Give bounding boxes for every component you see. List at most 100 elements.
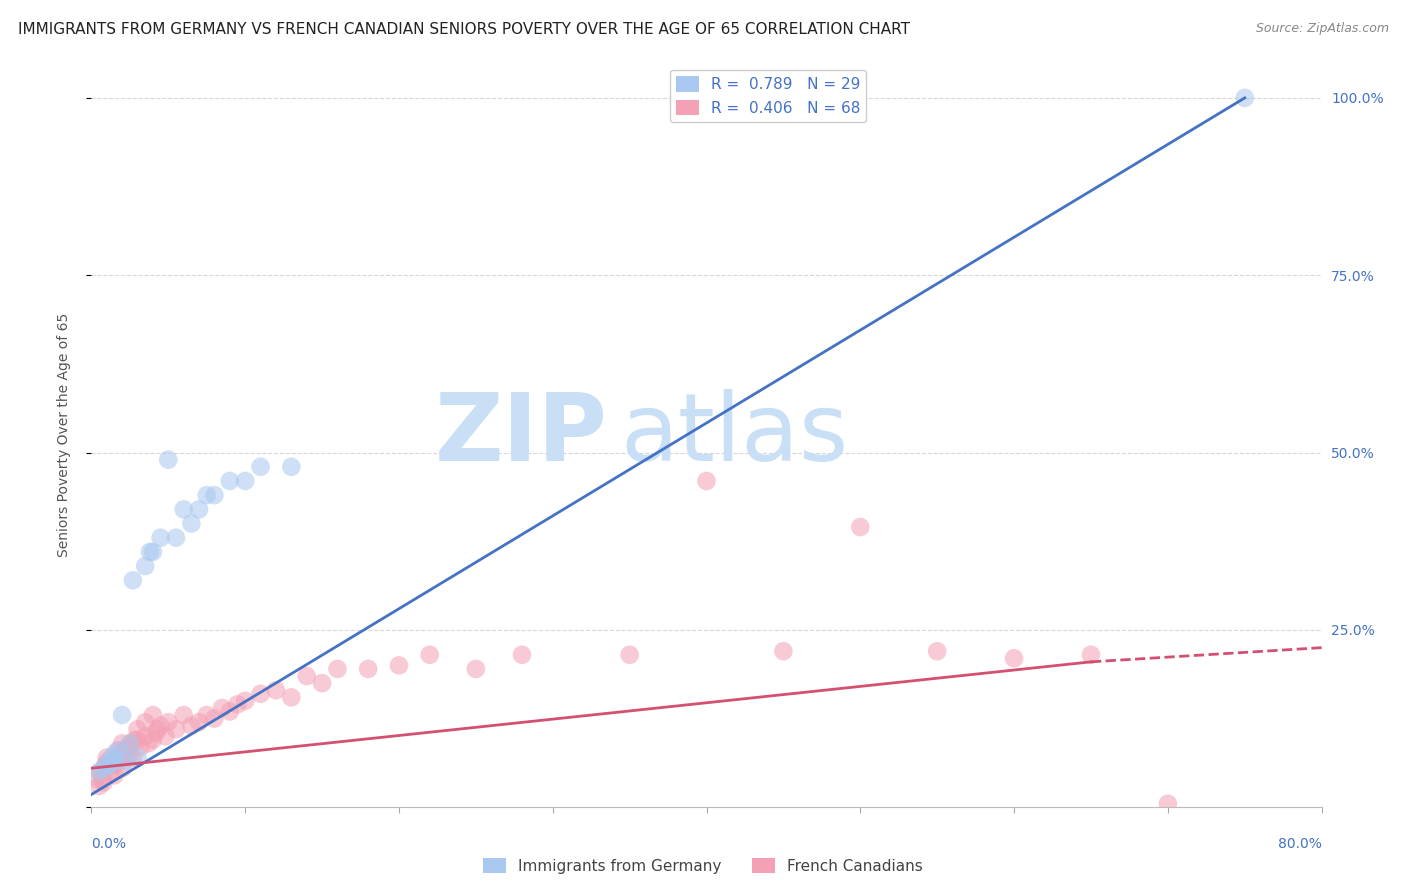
Point xyxy=(107,743,129,757)
Point xyxy=(218,705,240,719)
Point xyxy=(149,719,172,733)
Point xyxy=(103,754,125,768)
Point xyxy=(111,761,134,775)
Point xyxy=(96,757,118,772)
Point xyxy=(98,757,121,772)
Point xyxy=(249,459,271,474)
Point xyxy=(188,715,211,730)
Point xyxy=(295,669,318,683)
Point xyxy=(84,772,107,786)
Point xyxy=(157,715,180,730)
Point xyxy=(114,743,136,757)
Point xyxy=(218,474,240,488)
Point xyxy=(91,772,114,786)
Point xyxy=(1080,648,1102,662)
Point xyxy=(110,747,132,761)
Text: Source: ZipAtlas.com: Source: ZipAtlas.com xyxy=(1256,22,1389,36)
Point xyxy=(233,474,256,488)
Legend: Immigrants from Germany, French Canadians: Immigrants from Germany, French Canadian… xyxy=(477,852,929,880)
Text: 80.0%: 80.0% xyxy=(1278,837,1322,851)
Point xyxy=(180,719,202,733)
Point xyxy=(419,648,441,662)
Point xyxy=(326,662,349,676)
Point xyxy=(127,750,149,764)
Point xyxy=(122,574,145,588)
Point xyxy=(173,708,195,723)
Point xyxy=(90,764,112,779)
Point xyxy=(188,502,211,516)
Point xyxy=(149,531,172,545)
Point xyxy=(226,698,249,712)
Point xyxy=(103,768,125,782)
Point xyxy=(115,750,138,764)
Point xyxy=(98,764,121,779)
Point xyxy=(129,739,152,754)
Point xyxy=(134,715,156,730)
Point xyxy=(96,750,118,764)
Point xyxy=(120,736,142,750)
Point xyxy=(145,726,167,740)
Point xyxy=(87,779,110,793)
Point xyxy=(165,531,187,545)
Point xyxy=(202,488,225,502)
Point xyxy=(111,736,134,750)
Point xyxy=(108,743,131,757)
Point xyxy=(139,545,162,559)
Point xyxy=(264,683,287,698)
Point xyxy=(157,452,180,467)
Legend: R =  0.789   N = 29, R =  0.406   N = 68: R = 0.789 N = 29, R = 0.406 N = 68 xyxy=(669,70,866,122)
Point xyxy=(1002,651,1025,665)
Point xyxy=(772,644,794,658)
Point xyxy=(100,750,122,764)
Point xyxy=(280,690,302,705)
Point xyxy=(105,757,127,772)
Point xyxy=(127,732,149,747)
Point xyxy=(134,559,156,574)
Point xyxy=(100,757,122,772)
Point xyxy=(388,658,411,673)
Text: atlas: atlas xyxy=(620,389,849,481)
Point xyxy=(142,545,165,559)
Point xyxy=(280,459,302,474)
Point xyxy=(180,516,202,531)
Point xyxy=(464,662,486,676)
Text: ZIP: ZIP xyxy=(436,389,607,481)
Text: 0.0%: 0.0% xyxy=(91,837,127,851)
Point xyxy=(249,687,271,701)
Point xyxy=(142,732,165,747)
Point xyxy=(165,723,187,737)
Point xyxy=(195,488,218,502)
Y-axis label: Seniors Poverty Over the Age of 65: Seniors Poverty Over the Age of 65 xyxy=(56,313,70,557)
Point xyxy=(142,708,165,723)
Point xyxy=(1157,797,1180,811)
Point xyxy=(122,750,145,764)
Point xyxy=(114,754,136,768)
Point xyxy=(127,723,149,737)
Point xyxy=(117,739,139,754)
Point xyxy=(696,474,718,488)
Point xyxy=(124,732,146,747)
Text: IMMIGRANTS FROM GERMANY VS FRENCH CANADIAN SENIORS POVERTY OVER THE AGE OF 65 CO: IMMIGRANTS FROM GERMANY VS FRENCH CANADI… xyxy=(18,22,910,37)
Point xyxy=(108,750,131,764)
Point xyxy=(849,520,872,534)
Point xyxy=(146,723,169,737)
Point xyxy=(233,694,256,708)
Point xyxy=(93,775,115,789)
Point xyxy=(153,729,177,743)
Point xyxy=(97,754,120,768)
Point xyxy=(87,764,110,779)
Point xyxy=(211,701,233,715)
Point xyxy=(173,502,195,516)
Point xyxy=(927,644,949,658)
Point xyxy=(93,761,115,775)
Point xyxy=(619,648,641,662)
Point xyxy=(101,754,124,768)
Point xyxy=(96,761,118,775)
Point xyxy=(195,708,218,723)
Point xyxy=(311,676,333,690)
Point xyxy=(1233,91,1256,105)
Point xyxy=(94,757,117,772)
Point xyxy=(118,747,141,761)
Point xyxy=(136,736,159,750)
Point xyxy=(103,747,125,761)
